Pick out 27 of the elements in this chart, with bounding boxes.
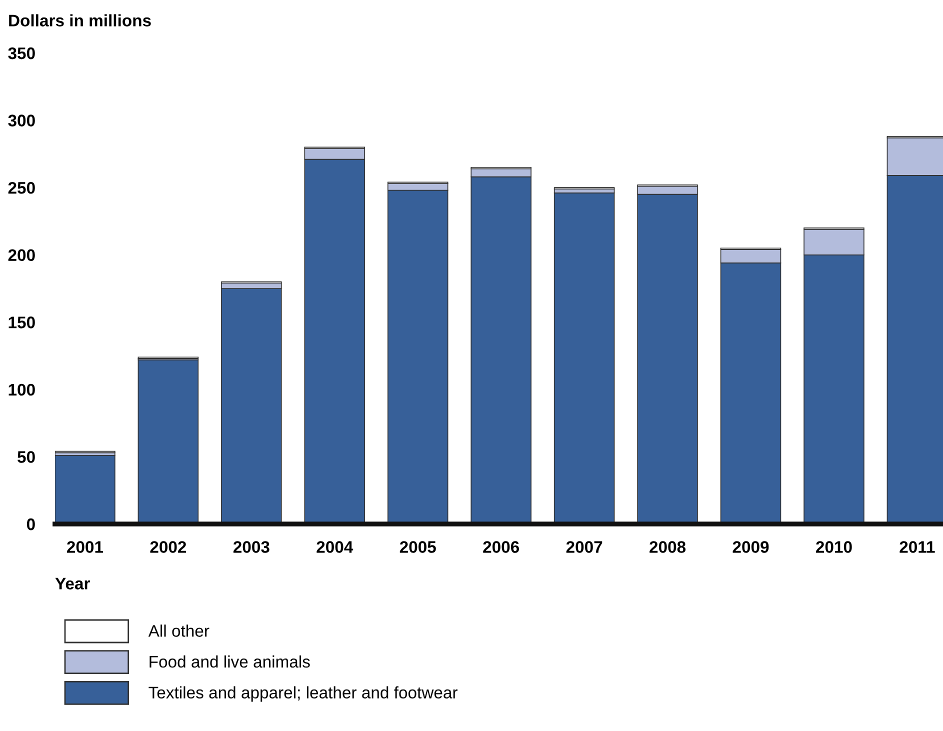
x-tick-label: 2005: [400, 541, 436, 553]
legend-label: All other: [148, 624, 210, 637]
y-tick-label: 200: [8, 249, 35, 262]
y-tick-label: 50: [18, 451, 35, 463]
y-tick-label: 300: [8, 114, 35, 127]
bar: [138, 359, 199, 524]
x-tick-label: 2011: [900, 541, 935, 553]
x-tick-label: 2003: [233, 541, 270, 553]
y-tick-label: 250: [8, 182, 35, 194]
x-axis-title: Year: [55, 578, 90, 590]
bar: [55, 454, 116, 524]
y-tick-label: 150: [8, 316, 35, 328]
y-axis-title: Dollars in millions: [9, 14, 151, 26]
x-tick-label: 2007: [566, 541, 602, 553]
x-tick-label: 2006: [483, 541, 520, 553]
y-tick-label: 350: [8, 47, 35, 60]
x-tick-label: 2008: [650, 541, 686, 553]
y-tick-label: 100: [8, 384, 35, 396]
y-tick-label: 0: [26, 518, 35, 530]
legend-label: Food and live animals: [150, 655, 310, 668]
x-tick-label: 2002: [150, 541, 186, 553]
bar: [554, 192, 615, 524]
x-tick-label: 2009: [732, 541, 769, 553]
legend-label: Textiles and apparel; leather and footwear: [148, 686, 458, 702]
x-tick-label: 2001: [67, 541, 104, 553]
x-tick-label: 2010: [816, 541, 852, 553]
x-tick-label: 2004: [316, 541, 354, 553]
